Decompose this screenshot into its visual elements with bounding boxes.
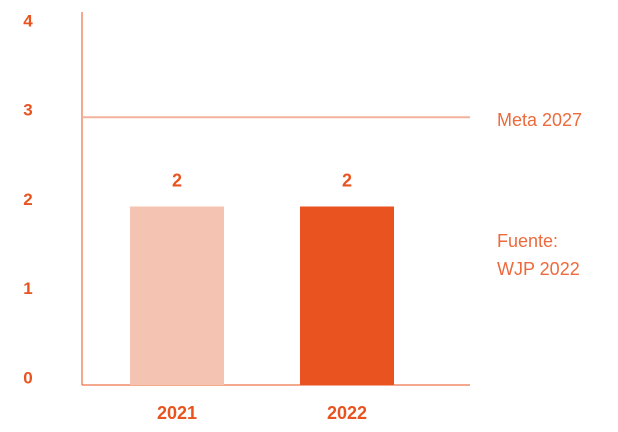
x-tick-label: 2022 — [327, 403, 367, 423]
x-tick-label: 2021 — [157, 403, 197, 423]
y-tick-label: 3 — [23, 101, 32, 120]
y-tick-label: 2 — [23, 190, 32, 209]
source: WJP 2022 — [497, 259, 580, 279]
y-tick-label: 4 — [23, 11, 33, 30]
bar — [300, 206, 394, 385]
target-label: Meta 2027 — [497, 110, 582, 130]
data-label: 2 — [172, 170, 182, 190]
bar — [130, 206, 224, 385]
data-label: 2 — [342, 170, 352, 190]
y-tick-label: 1 — [23, 279, 32, 298]
y-tick-label: 0 — [23, 368, 32, 387]
source: Fuente: — [497, 231, 558, 251]
